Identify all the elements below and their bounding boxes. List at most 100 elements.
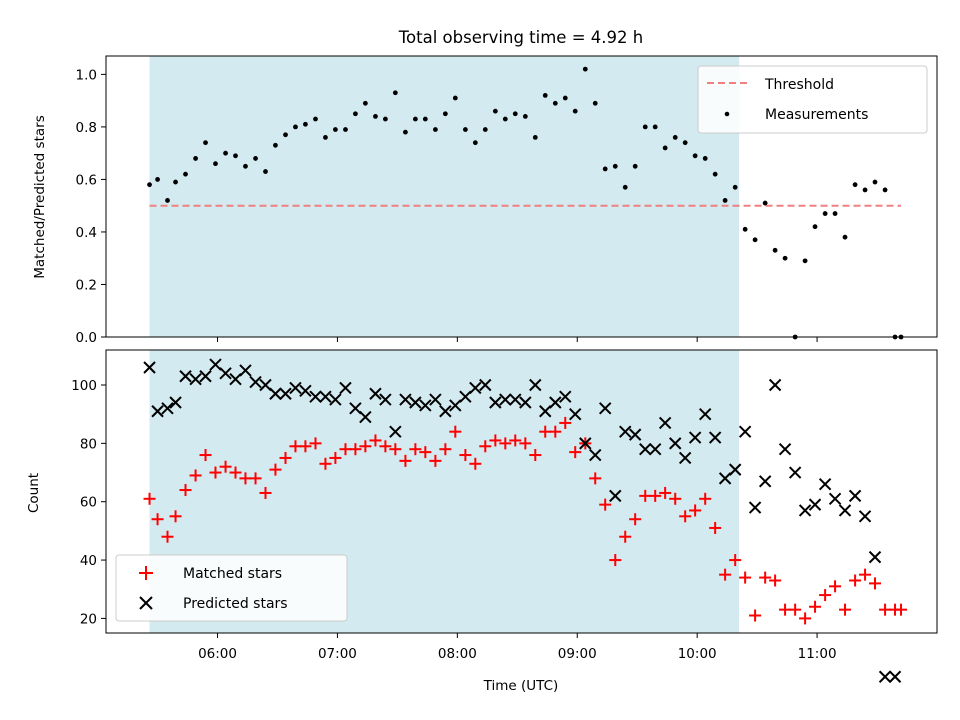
matched-star-point (699, 492, 712, 505)
measurement-point (462, 127, 468, 132)
predicted-star-point (549, 396, 562, 409)
matched-star-point (679, 510, 692, 523)
measurement-point (762, 200, 768, 206)
measurement-point (412, 116, 418, 122)
predicted-star-point (579, 437, 592, 450)
predicted-star-point (628, 428, 642, 441)
measurement-point (482, 127, 488, 132)
predicted-star-point (868, 550, 882, 564)
measurement-point (293, 124, 298, 130)
measurement-point (263, 169, 268, 174)
matched-star-point (539, 425, 552, 438)
measurement-point (632, 163, 638, 169)
measurement-point (273, 142, 278, 148)
measurement-point (552, 100, 558, 106)
measurement-point (832, 211, 838, 216)
measurement-point (642, 124, 648, 130)
matched-star-point (259, 486, 272, 499)
predicted-star-point (758, 475, 772, 488)
ratio-y-ticks: 0.0 0.2 0.4 0.6 0.8 1.0 (76, 67, 106, 346)
measurement-point (752, 237, 758, 243)
count-ytick-label: 100 (71, 378, 97, 394)
ratio-y-axis-label: Matched/Predicted stars (32, 115, 48, 278)
matched-star-point (479, 440, 492, 453)
measurement-point (842, 234, 848, 240)
predicted-star-point (429, 393, 442, 406)
count-panel: 20 40 60 80 100 06:00 07:00 08:00 09:00 10:00 11:… (26, 349, 938, 694)
predicted-star-point (788, 466, 802, 479)
matched-star-point (789, 603, 802, 616)
predicted-star-point (169, 396, 182, 409)
xtick-label: 10:00 (678, 646, 717, 662)
measurement-point (343, 127, 348, 132)
predicted-star-point (609, 489, 622, 503)
measurement-point (502, 116, 508, 122)
measurement-point (403, 129, 408, 135)
matched-star-point (399, 454, 412, 467)
predicted-star-point (199, 370, 212, 383)
predicted-legend-label: Predicted stars (183, 596, 288, 612)
measurement-point (602, 166, 608, 172)
matched-star-point (689, 504, 702, 517)
count-x-ticks: 06:00 07:00 08:00 09:00 10:00 11:00 (198, 633, 837, 662)
matched-star-point (419, 446, 432, 459)
predicted-star-point (738, 425, 752, 438)
matched-star-point (429, 454, 442, 467)
predicted-star-point (589, 448, 602, 462)
matched-star-point (629, 513, 642, 526)
measurement-point (213, 161, 218, 167)
predicted-star-point (798, 504, 812, 517)
measurement-point (712, 171, 718, 177)
measurements-legend-swatch (724, 111, 730, 117)
predicted-star-point (289, 381, 302, 395)
threshold-legend-label: Threshold (764, 77, 834, 93)
predicted-star-point (229, 372, 242, 386)
predicted-star-point (838, 504, 852, 517)
matched-star-point (599, 498, 612, 511)
predicted-star-point (439, 405, 452, 418)
ratio-ytick-label: 0.2 (76, 277, 97, 293)
measurement-point (353, 111, 358, 117)
measurement-point (882, 187, 888, 193)
measurement-point (392, 90, 398, 96)
matched-star-point (559, 416, 572, 429)
matched-star-point (369, 434, 382, 447)
predicted-star-point (349, 402, 362, 415)
measurement-point (223, 150, 228, 156)
predicted-star-point (678, 451, 692, 465)
matched-star-point (799, 612, 812, 625)
measurement-point (542, 92, 548, 98)
matched-star-point (379, 440, 392, 453)
measurement-point (622, 184, 628, 190)
predicted-star-point (639, 442, 652, 456)
matched-star-point (839, 603, 852, 616)
predicted-star-point (369, 387, 382, 400)
matched-star-point (489, 434, 502, 447)
matched-star-point (499, 437, 512, 450)
predicted-star-point (499, 393, 512, 406)
measurement-point (582, 66, 588, 72)
predicted-star-point (161, 402, 174, 415)
measurement-point (522, 114, 528, 119)
predicted-star-point (658, 416, 672, 430)
matched-star-point (869, 577, 882, 590)
predicted-star-point (319, 390, 332, 403)
predicted-star-point (539, 405, 552, 418)
predicted-star-point (219, 367, 232, 380)
matched-star-point (749, 609, 762, 622)
matched-star-point (779, 603, 792, 616)
predicted-star-point (669, 437, 682, 450)
matched-star-point (229, 466, 242, 479)
measurement-point (782, 255, 788, 261)
predicted-star-point (151, 405, 164, 418)
predicted-star-point (459, 390, 472, 403)
measurement-point (147, 182, 152, 188)
count-ytick-label: 20 (80, 611, 97, 627)
measurement-point (253, 156, 258, 161)
count-legend: Matched stars Predicted stars (115, 554, 348, 622)
matched-star-point (739, 571, 752, 584)
measurement-point (722, 198, 728, 203)
measurement-point (682, 140, 688, 146)
predicted-star-point (509, 393, 522, 406)
matched-star-point (719, 568, 732, 581)
